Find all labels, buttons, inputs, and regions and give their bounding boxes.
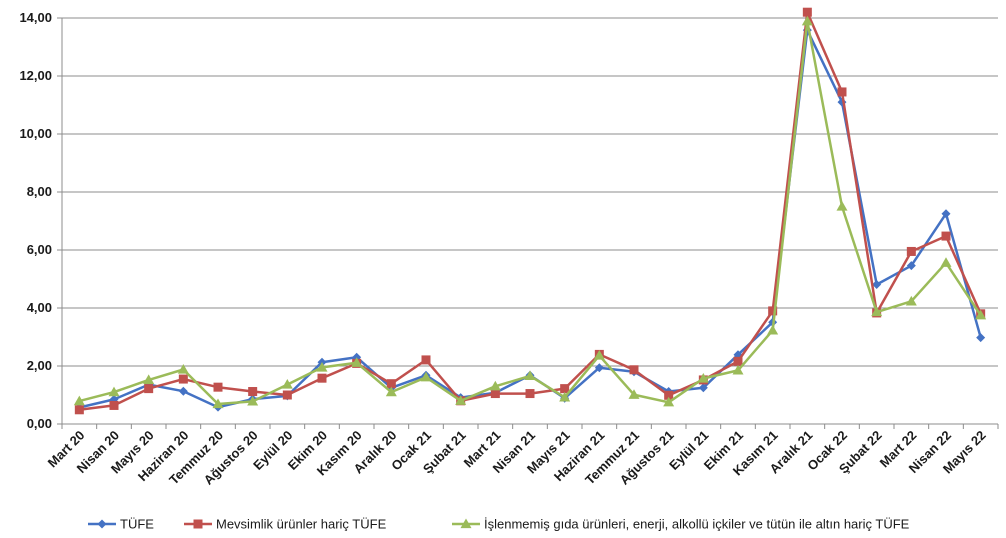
data-point [281, 379, 293, 389]
data-point [802, 7, 812, 17]
y-tick-label: 10,00 [19, 126, 52, 141]
data-point [247, 395, 259, 406]
data-point [733, 356, 743, 366]
data-point [213, 382, 223, 392]
y-axis-tick-labels: 0,00 2,00 4,00 6,00 8,00 10,00 12,00 14,00 [19, 10, 52, 431]
data-point [975, 309, 987, 320]
data-point [905, 295, 917, 306]
y-tick-label: 4,00 [27, 300, 52, 315]
series-1 [74, 25, 986, 412]
y-tick-label: 12,00 [19, 68, 52, 83]
gridlines [62, 17, 998, 367]
y-tick-label: 8,00 [27, 184, 52, 199]
data-point [976, 333, 986, 343]
data-point [767, 324, 779, 335]
data-point [212, 398, 224, 409]
legend-item: TÜFE [88, 517, 154, 532]
data-point [282, 390, 292, 400]
data-point [560, 384, 570, 394]
data-point [177, 363, 189, 374]
data-point [836, 201, 848, 211]
data-point [906, 261, 916, 271]
legend-label: İşlenmemiş gıda ürünleri, enerji, alkoll… [484, 517, 910, 532]
data-point [906, 246, 916, 256]
data-point [489, 380, 501, 391]
data-point [594, 363, 604, 373]
data-point [178, 374, 188, 384]
y-tick-label: 14,00 [19, 10, 52, 25]
data-point [732, 364, 744, 375]
data-point [837, 87, 847, 97]
data-point [941, 231, 951, 241]
axes [57, 17, 999, 429]
data-point [421, 355, 431, 365]
data-point [664, 390, 674, 400]
data-point [698, 383, 708, 393]
data-point [628, 389, 640, 399]
data-point [178, 386, 188, 396]
data-point [109, 400, 119, 410]
data-point [524, 370, 536, 380]
data-point [941, 209, 951, 219]
data-point [872, 280, 882, 290]
y-tick-label: 6,00 [27, 242, 52, 257]
legend-item: Mevsimlik ürünler hariç TÜFE [184, 517, 387, 532]
data-point [559, 391, 571, 402]
legend-marker [460, 518, 472, 529]
data-point [490, 389, 500, 399]
legend-marker [193, 519, 203, 529]
series-line [78, 19, 982, 406]
data-point [663, 396, 675, 407]
data-point [108, 386, 120, 397]
data-point [871, 306, 883, 317]
data-point [525, 389, 535, 399]
y-tick-label: 0,00 [27, 416, 52, 431]
data-point [593, 350, 605, 360]
data-point [420, 371, 432, 382]
series-2 [74, 7, 986, 415]
series-3 [73, 15, 987, 409]
series-line [79, 10, 982, 412]
data-point [74, 405, 84, 415]
legend: TÜFE Mevsimlik ürünler hariç TÜFE İşlenmem… [88, 517, 910, 532]
legend-item: İşlenmemiş gıda ürünleri, enerji, alkoll… [452, 517, 910, 532]
series-layer [73, 7, 987, 415]
data-point [801, 15, 813, 26]
data-point [940, 257, 952, 267]
data-point [316, 361, 328, 372]
data-point [455, 395, 467, 405]
y-tick-label: 2,00 [27, 358, 52, 373]
legend-label: TÜFE [120, 517, 154, 532]
legend-label: Mevsimlik ürünler hariç TÜFE [216, 517, 387, 532]
data-point [629, 365, 639, 375]
data-point [317, 373, 327, 383]
data-point [768, 306, 778, 316]
data-point [351, 357, 363, 367]
data-point [697, 372, 709, 383]
data-point [73, 395, 85, 406]
data-point [386, 379, 396, 389]
data-point [144, 384, 154, 394]
legend-marker [97, 519, 107, 529]
data-point [385, 386, 397, 397]
data-point [143, 374, 155, 385]
data-point [248, 387, 258, 397]
